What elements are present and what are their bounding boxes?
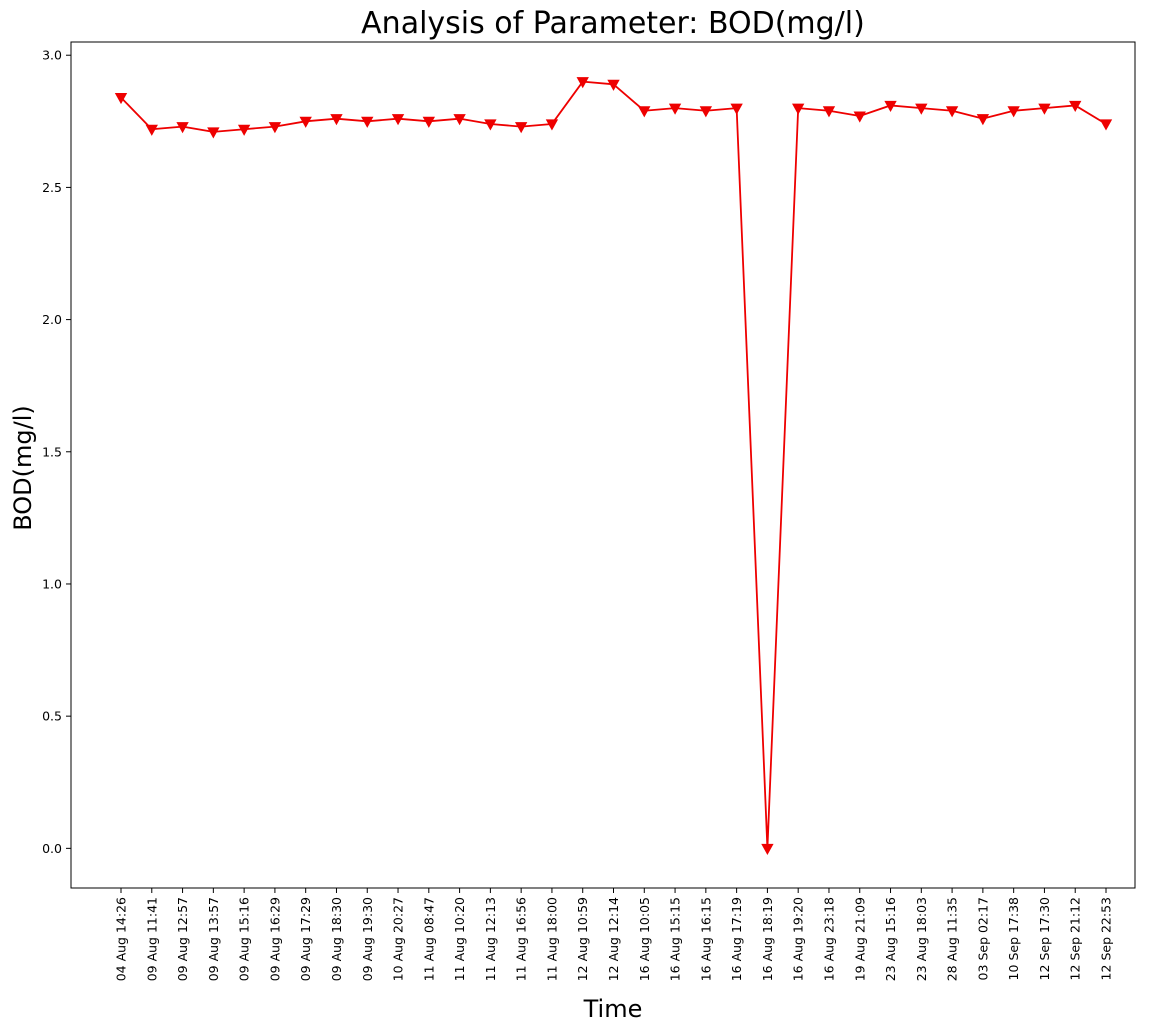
x-tick-label: 11 Aug 18:00 xyxy=(544,897,559,981)
data-point-marker xyxy=(576,77,589,89)
data-point-marker xyxy=(237,124,251,136)
data-point-marker xyxy=(422,116,435,128)
x-tick-label: 16 Aug 19:20 xyxy=(791,897,806,981)
x-tick-label: 16 Aug 16:15 xyxy=(698,897,713,981)
x-tick-label: 11 Aug 12:13 xyxy=(483,897,498,981)
data-point-marker xyxy=(730,103,743,115)
data-point-marker xyxy=(792,103,805,115)
x-tick-label: 12 Aug 12:14 xyxy=(606,897,621,981)
y-tick-label: 0.0 xyxy=(42,841,62,856)
data-point-marker xyxy=(915,103,928,115)
x-tick-label: 04 Aug 14:26 xyxy=(114,897,129,981)
y-axis: 0.0 0.5 1.0 1.5 2.0 2.5 3.0 xyxy=(42,48,71,856)
data-point-marker xyxy=(299,116,312,128)
y-tick-label: 1.0 xyxy=(42,576,62,591)
data-point-marker xyxy=(545,119,559,131)
x-tick-label: 23 Aug 18:03 xyxy=(914,897,929,981)
x-tick-label: 16 Aug 10:05 xyxy=(637,897,652,981)
data-point-marker xyxy=(514,122,528,134)
y-tick-label: 2.0 xyxy=(42,312,62,327)
x-tick-label: 23 Aug 15:16 xyxy=(883,897,898,981)
x-tick-label: 11 Aug 16:56 xyxy=(514,897,529,981)
data-point-marker xyxy=(484,119,497,131)
x-tick-label: 16 Aug 23:18 xyxy=(821,897,836,981)
x-tick-label: 12 Sep 21:12 xyxy=(1068,897,1083,980)
data-point-marker xyxy=(145,124,158,136)
data-point-marker xyxy=(638,106,651,118)
data-point-marker xyxy=(330,114,343,126)
y-tick-label: 3.0 xyxy=(42,48,62,63)
data-point-marker xyxy=(114,92,128,105)
data-point-marker xyxy=(1007,106,1020,118)
x-tick-label: 16 Aug 18:19 xyxy=(760,897,775,981)
x-tick-label: 09 Aug 18:30 xyxy=(329,897,344,981)
data-point-marker xyxy=(1069,100,1082,113)
x-tick-label: 09 Aug 19:30 xyxy=(360,897,375,981)
data-point-marker xyxy=(607,79,620,91)
y-tick-label: 0.5 xyxy=(42,709,62,724)
data-point-marker xyxy=(453,114,466,126)
x-tick-label: 16 Aug 15:15 xyxy=(668,897,683,981)
x-tick-label: 03 Sep 02:17 xyxy=(975,897,990,980)
chart-title: Analysis of Parameter: BOD(mg/l) xyxy=(361,6,865,41)
data-point-marker xyxy=(176,122,189,134)
data-point-marker xyxy=(268,122,282,134)
x-tick-label: 09 Aug 17:29 xyxy=(298,897,313,981)
x-axis-label: Time xyxy=(583,995,643,1023)
x-tick-label: 09 Aug 11:41 xyxy=(144,897,159,981)
data-point-marker xyxy=(853,111,866,123)
data-point-marker xyxy=(761,843,774,855)
data-point-marker xyxy=(391,114,405,126)
x-tick-label: 09 Aug 15:16 xyxy=(237,897,252,981)
data-point-marker xyxy=(699,106,713,118)
y-axis-label: BOD(mg/l) xyxy=(9,405,37,531)
x-tick-label: 10 Aug 20:27 xyxy=(391,897,406,981)
x-tick-label: 11 Aug 08:47 xyxy=(421,897,436,981)
y-tick-label: 2.5 xyxy=(42,180,62,195)
data-point-marker xyxy=(884,100,897,113)
data-point-marker xyxy=(361,116,374,128)
series-layer xyxy=(114,77,1113,855)
x-tick-label: 09 Aug 13:57 xyxy=(206,897,221,981)
data-point-marker xyxy=(1038,103,1051,115)
data-point-marker xyxy=(822,106,836,118)
data-point-marker xyxy=(668,103,682,115)
x-tick-label: 09 Aug 16:29 xyxy=(267,897,282,981)
data-point-marker xyxy=(207,127,220,139)
x-tick-label: 16 Aug 17:19 xyxy=(729,897,744,981)
y-tick-label: 1.5 xyxy=(42,444,62,459)
x-tick-label: 19 Aug 21:09 xyxy=(852,897,867,981)
data-point-marker xyxy=(976,114,990,126)
x-axis: 04 Aug 14:26 09 Aug 11:41 09 Aug 12:57 09 A… xyxy=(114,888,1114,981)
series-line xyxy=(120,80,1107,850)
x-tick-label: 10 Sep 17:38 xyxy=(1006,897,1021,980)
plot-frame xyxy=(70,41,1136,889)
data-point-marker xyxy=(945,106,959,118)
x-tick-label: 11 Aug 10:20 xyxy=(452,897,467,981)
x-tick-label: 28 Aug 11:35 xyxy=(945,897,960,981)
x-tick-label: 12 Aug 10:59 xyxy=(575,897,590,981)
x-tick-label: 12 Sep 17:30 xyxy=(1037,897,1052,980)
data-point-marker xyxy=(1099,119,1113,131)
x-tick-label: 12 Sep 22:53 xyxy=(1099,897,1114,980)
x-tick-label: 09 Aug 12:57 xyxy=(175,897,190,981)
